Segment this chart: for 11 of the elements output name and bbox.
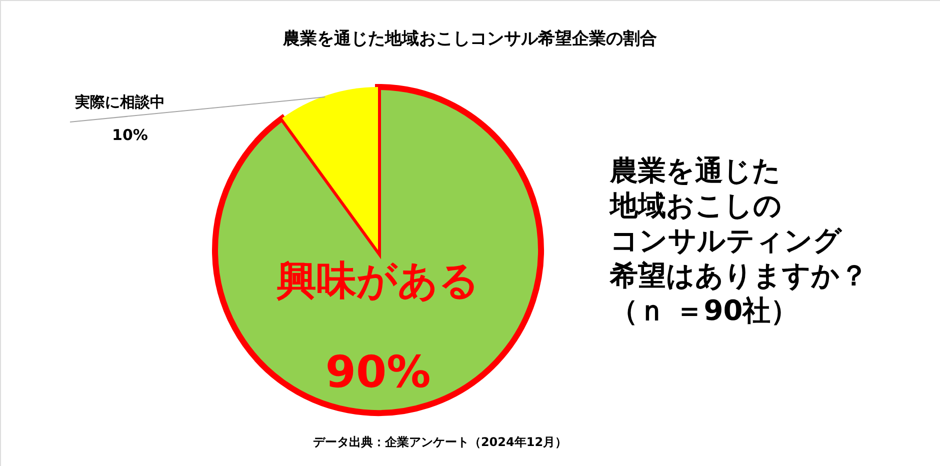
- text: データ出典：企業アンケート（2024年12月）: [312, 435, 568, 449]
- text: 農業を通じた: [609, 154, 781, 187]
- data-label: 90%: [325, 347, 431, 398]
- data-label: 10%: [112, 126, 148, 144]
- slice-label: 実際に相談中: [74, 93, 165, 111]
- text: 地域おこしの: [608, 189, 782, 222]
- text: （ｎ ＝90社）: [610, 294, 799, 327]
- chart-title: 農業を通じた地域おこしコンサル希望企業の割合: [282, 29, 657, 49]
- text: コンサルティング: [610, 224, 843, 257]
- slice-label: 興味がある: [276, 258, 480, 304]
- text: 希望はありますか？: [609, 259, 868, 292]
